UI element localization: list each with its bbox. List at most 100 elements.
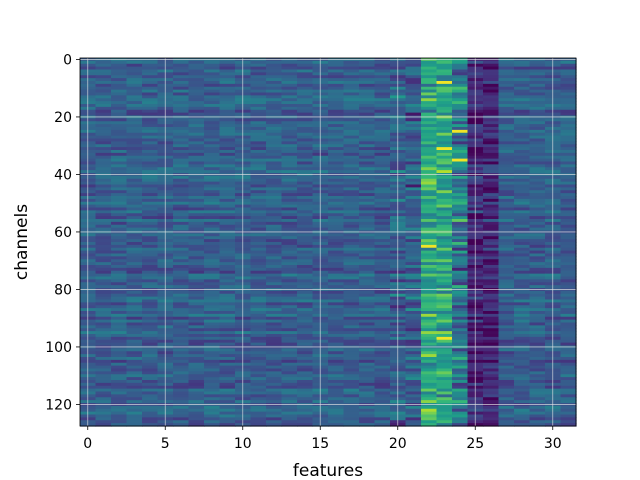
heatmap-cell	[142, 83, 159, 88]
heatmap-cell	[359, 359, 376, 364]
heatmap-cell	[111, 290, 128, 295]
heatmap-cell	[560, 124, 577, 128]
heatmap-cell	[142, 196, 159, 200]
heatmap-cell	[126, 201, 143, 206]
heatmap-cell	[498, 244, 515, 249]
heatmap-cell	[95, 72, 112, 76]
heatmap-cell	[250, 86, 267, 91]
heatmap-cell	[421, 150, 438, 154]
heatmap-cell	[173, 138, 190, 142]
heatmap-cell	[343, 262, 360, 266]
heatmap-cell	[266, 187, 283, 191]
heatmap-cell	[328, 135, 345, 140]
heatmap-cell	[219, 253, 236, 257]
heatmap-cell	[514, 328, 531, 332]
heatmap-cell	[560, 285, 577, 289]
heatmap-cell	[498, 132, 515, 137]
heatmap-cell	[343, 216, 360, 220]
heatmap-cell	[421, 279, 438, 283]
heatmap-cell	[560, 104, 577, 108]
heatmap-cell	[95, 144, 112, 148]
heatmap-cell	[266, 371, 283, 375]
heatmap-cell	[188, 236, 205, 240]
heatmap-cell	[359, 302, 376, 306]
heatmap-cell	[142, 357, 159, 361]
heatmap-cell	[498, 339, 515, 344]
heatmap-cell	[405, 408, 422, 413]
heatmap-cell	[188, 325, 205, 329]
heatmap-cell	[436, 342, 453, 347]
heatmap-cell	[359, 124, 376, 128]
heatmap-cell	[436, 161, 453, 165]
heatmap-cell	[297, 262, 314, 266]
heatmap-cell	[421, 184, 438, 188]
heatmap-cell	[483, 124, 500, 128]
heatmap-cell	[529, 138, 546, 142]
heatmap-cell	[111, 305, 128, 309]
heatmap-cell	[328, 417, 345, 421]
heatmap-cell	[343, 221, 360, 226]
heatmap-cell	[421, 285, 438, 289]
heatmap-cell	[111, 198, 128, 203]
heatmap-cell	[483, 72, 500, 76]
heatmap-cell	[514, 104, 531, 108]
heatmap-cell	[111, 150, 128, 154]
heatmap-cell	[498, 60, 515, 65]
heatmap-cell	[281, 299, 298, 303]
heatmap-cell	[421, 342, 438, 347]
heatmap-cell	[188, 328, 205, 332]
heatmap-cell	[405, 256, 422, 260]
heatmap-cell	[250, 132, 267, 137]
heatmap-cell	[111, 397, 128, 401]
heatmap-cell	[421, 313, 438, 318]
heatmap-cell	[405, 135, 422, 140]
heatmap-cell	[359, 155, 376, 160]
heatmap-cell	[359, 69, 376, 73]
heatmap-cell	[421, 147, 438, 151]
heatmap-cell	[374, 118, 391, 122]
heatmap-cell	[452, 239, 469, 243]
heatmap-cell	[359, 279, 376, 283]
heatmap-cell	[126, 167, 143, 171]
heatmap-cell	[529, 155, 546, 160]
heatmap-cell	[452, 247, 469, 252]
heatmap-cell	[529, 382, 546, 387]
heatmap-cell	[436, 193, 453, 197]
heatmap-cell	[436, 411, 453, 416]
heatmap-cell	[328, 78, 345, 82]
heatmap-cell	[204, 368, 221, 372]
heatmap-cell	[111, 187, 128, 191]
heatmap-cell	[498, 164, 515, 168]
heatmap-cell	[250, 368, 267, 372]
heatmap-cell	[297, 325, 314, 329]
heatmap-cell	[281, 414, 298, 418]
heatmap-cell	[498, 250, 515, 255]
heatmap-cell	[436, 144, 453, 148]
heatmap-cell	[281, 239, 298, 243]
heatmap-cell	[374, 394, 391, 398]
heatmap-cell	[204, 190, 221, 194]
heatmap-cell	[297, 170, 314, 174]
heatmap-cell	[374, 285, 391, 289]
heatmap-cell	[452, 382, 469, 387]
heatmap-cell	[529, 400, 546, 404]
heatmap-cell	[452, 161, 469, 165]
heatmap-cell	[204, 69, 221, 73]
y-axis-label: channels	[12, 204, 32, 280]
heatmap-cell	[173, 66, 190, 71]
heatmap-cell	[514, 75, 531, 79]
heatmap-cell	[95, 127, 112, 131]
heatmap-cell	[250, 325, 267, 329]
heatmap-cell	[359, 388, 376, 393]
heatmap-cell	[126, 81, 143, 85]
heatmap-cell	[111, 63, 128, 68]
heatmap-cell	[281, 371, 298, 375]
heatmap-cell	[374, 95, 391, 99]
heatmap-cell	[514, 63, 531, 68]
heatmap-cell	[111, 325, 128, 329]
heatmap-cell	[343, 190, 360, 194]
heatmap-cell	[436, 109, 453, 114]
heatmap-cell	[405, 339, 422, 344]
heatmap-cell	[514, 101, 531, 105]
heatmap-cell	[281, 121, 298, 125]
